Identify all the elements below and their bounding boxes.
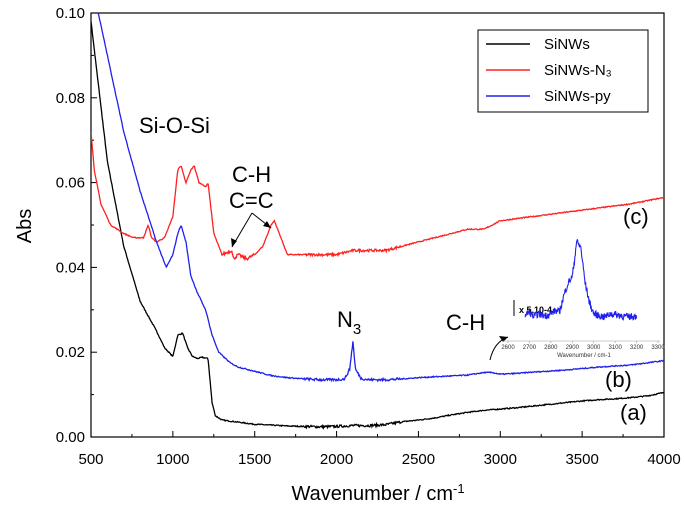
y-tick-label: 0.04 [56,259,85,276]
legend-label-sinws: SiNWs [544,36,590,53]
arrow-cc-right-head [263,221,271,228]
x-axis-title: Wavenumber / cm-1 [291,481,464,505]
x-tick-label: 1500 [238,451,271,468]
x-axis-ticks: 500 1000 1500 2000 2500 3000 3500 4000 [78,431,681,468]
label-b: (b) [605,367,632,392]
inset-ticks: 2600 2700 2800 2900 3000 3100 3200 3300 [501,341,665,351]
inset-tick-label: 3200 [630,345,644,351]
x-tick-label: 1000 [156,451,189,468]
y-tick-label: 0.10 [56,5,85,22]
series-line-1 [91,132,664,262]
x-axis-title-text: Wavenumber / cm [291,483,453,505]
annotation-si-o-si: Si-O-Si [139,113,210,138]
series-layer [91,13,664,430]
annotation-ch-right: C-H [446,310,485,335]
annotation-cc: C=C [229,188,274,213]
annotation-n3-text: N [337,307,353,332]
inset-tick-label: 2900 [566,345,580,351]
x-tick-label: 2000 [320,451,353,468]
x-tick-label: 3000 [484,451,517,468]
series-line-0 [91,21,664,430]
x-tick-label: 2500 [402,451,435,468]
inset-series-line [524,239,638,322]
y-tick-label: 0.06 [56,175,85,192]
y-axis-title: Abs [14,209,36,243]
label-a: (a) [620,400,647,425]
y-tick-label: 0.00 [56,429,85,446]
inset-tick-label: 3100 [608,345,622,351]
inset-tick-label: 2800 [544,345,558,351]
inset-tick-label: 3000 [587,345,601,351]
y-tick-label: 0.02 [56,344,85,361]
annotation-n3: N3 [337,307,361,338]
x-tick-label: 3500 [565,451,598,468]
label-c: (c) [623,204,649,229]
inset-xlabel: Wavenumber / cm-1 [557,353,611,359]
inset-tick-label: 3300 [651,345,665,351]
legend-label-sinws-py: SiNWs-py [544,88,611,105]
inset-chart: x 5.10-4 2600 2700 2800 2900 3000 3100 3200 330… [501,239,665,359]
arrow-cc-left-head [231,238,237,247]
inset-line-layer [524,239,638,322]
series-line-2 [97,13,664,383]
annotation-ch-top: C-H [232,162,271,187]
legend: SiNWs SiNWs-N₃ SiNWs-py [477,29,649,113]
inset-factor: x 5.10-4 [519,305,552,315]
legend-label-sinws-n3: SiNWs-N₃ [544,62,612,79]
x-tick-label: 500 [78,451,103,468]
x-axis-title-exponent: -1 [453,481,465,496]
inset-tick-label: 2600 [501,345,515,351]
annotation-n3-subscript: 3 [353,321,361,338]
arrow-ch-inset-head [499,336,508,342]
y-tick-label: 0.08 [56,90,85,107]
x-tick-label: 4000 [647,451,680,468]
inset-tick-label: 2700 [523,345,537,351]
y-axis-ticks: 0.00 0.02 0.04 0.06 0.08 0.10 [56,5,97,446]
